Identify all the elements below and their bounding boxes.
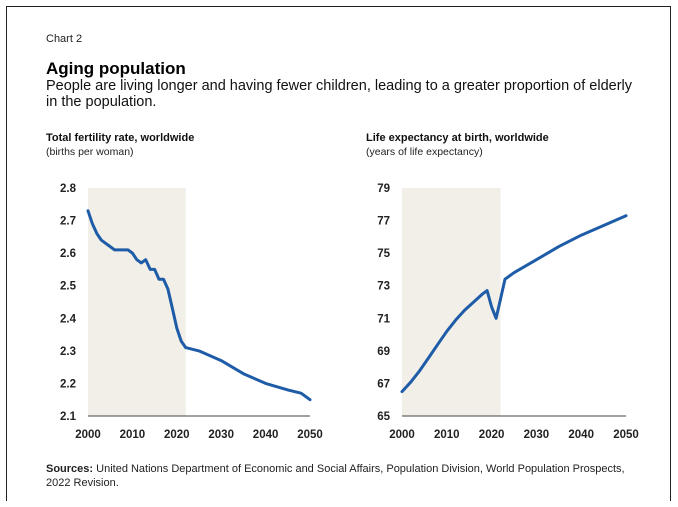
fertility-y-tick-label: 2.2 [60, 378, 76, 390]
fertility-x-tick-label: 2020 [164, 429, 190, 441]
chart-title: Aging population [46, 59, 186, 78]
chart-frame [6, 6, 671, 501]
sources-note: Sources: United Nations Department of Ec… [46, 462, 646, 490]
life-expectancy-x-tick-label: 2040 [568, 429, 594, 441]
fertility-y-tick-label: 2.8 [60, 183, 77, 195]
fertility-x-tick-label: 2050 [297, 429, 323, 441]
left-panel-unit: (births per woman) [46, 146, 134, 158]
fertility-x-tick-label: 2030 [208, 429, 234, 441]
fertility-y-tick-label: 2.7 [60, 216, 76, 228]
sources-label: Sources: [46, 463, 94, 475]
fertility-x-tick-label: 2010 [120, 429, 146, 441]
life-expectancy-x-tick-label: 2000 [389, 429, 415, 441]
life-expectancy-x-tick-label: 2030 [524, 429, 550, 441]
life-expectancy-y-tick-label: 79 [377, 183, 390, 195]
fertility-y-tick-label: 2.3 [60, 346, 76, 358]
right-panel-unit: (years of life expectancy) [366, 146, 483, 158]
fertility-x-tick-label: 2000 [75, 429, 101, 441]
life-expectancy-y-tick-label: 73 [377, 281, 390, 293]
fertility-series-line [86, 209, 312, 402]
fertility-x-tick-label: 2040 [253, 429, 279, 441]
life-expectancy-y-tick-label: 69 [377, 346, 390, 358]
life-expectancy-series-line [400, 214, 628, 394]
fertility-y-tick-label: 2.5 [60, 281, 77, 293]
life-expectancy-x-tick-label: 2020 [479, 429, 505, 441]
life-expectancy-x-tick-label: 2050 [613, 429, 639, 441]
life-expectancy-y-tick-label: 75 [377, 248, 390, 260]
fertility-y-tick-label: 2.1 [60, 411, 77, 423]
life-expectancy-historical-shade [402, 188, 501, 416]
chart-number: Chart 2 [46, 33, 83, 45]
left-panel-title: Total fertility rate, worldwide [46, 132, 195, 144]
life-expectancy-y-tick-label: 65 [377, 411, 390, 423]
life-expectancy-y-tick-label: 77 [377, 216, 390, 228]
fertility-y-tick-label: 2.6 [60, 248, 76, 260]
life-expectancy-y-tick-label: 67 [377, 378, 390, 390]
life-expectancy-x-tick-label: 2010 [434, 429, 460, 441]
fertility-y-tick-label: 2.4 [60, 313, 77, 325]
life-expectancy-y-tick-label: 71 [377, 313, 390, 325]
sources-text: United Nations Department of Economic an… [46, 463, 625, 489]
right-panel-title: Life expectancy at birth, worldwide [366, 132, 549, 144]
chart-subtitle: People are living longer and having fewe… [46, 78, 633, 110]
